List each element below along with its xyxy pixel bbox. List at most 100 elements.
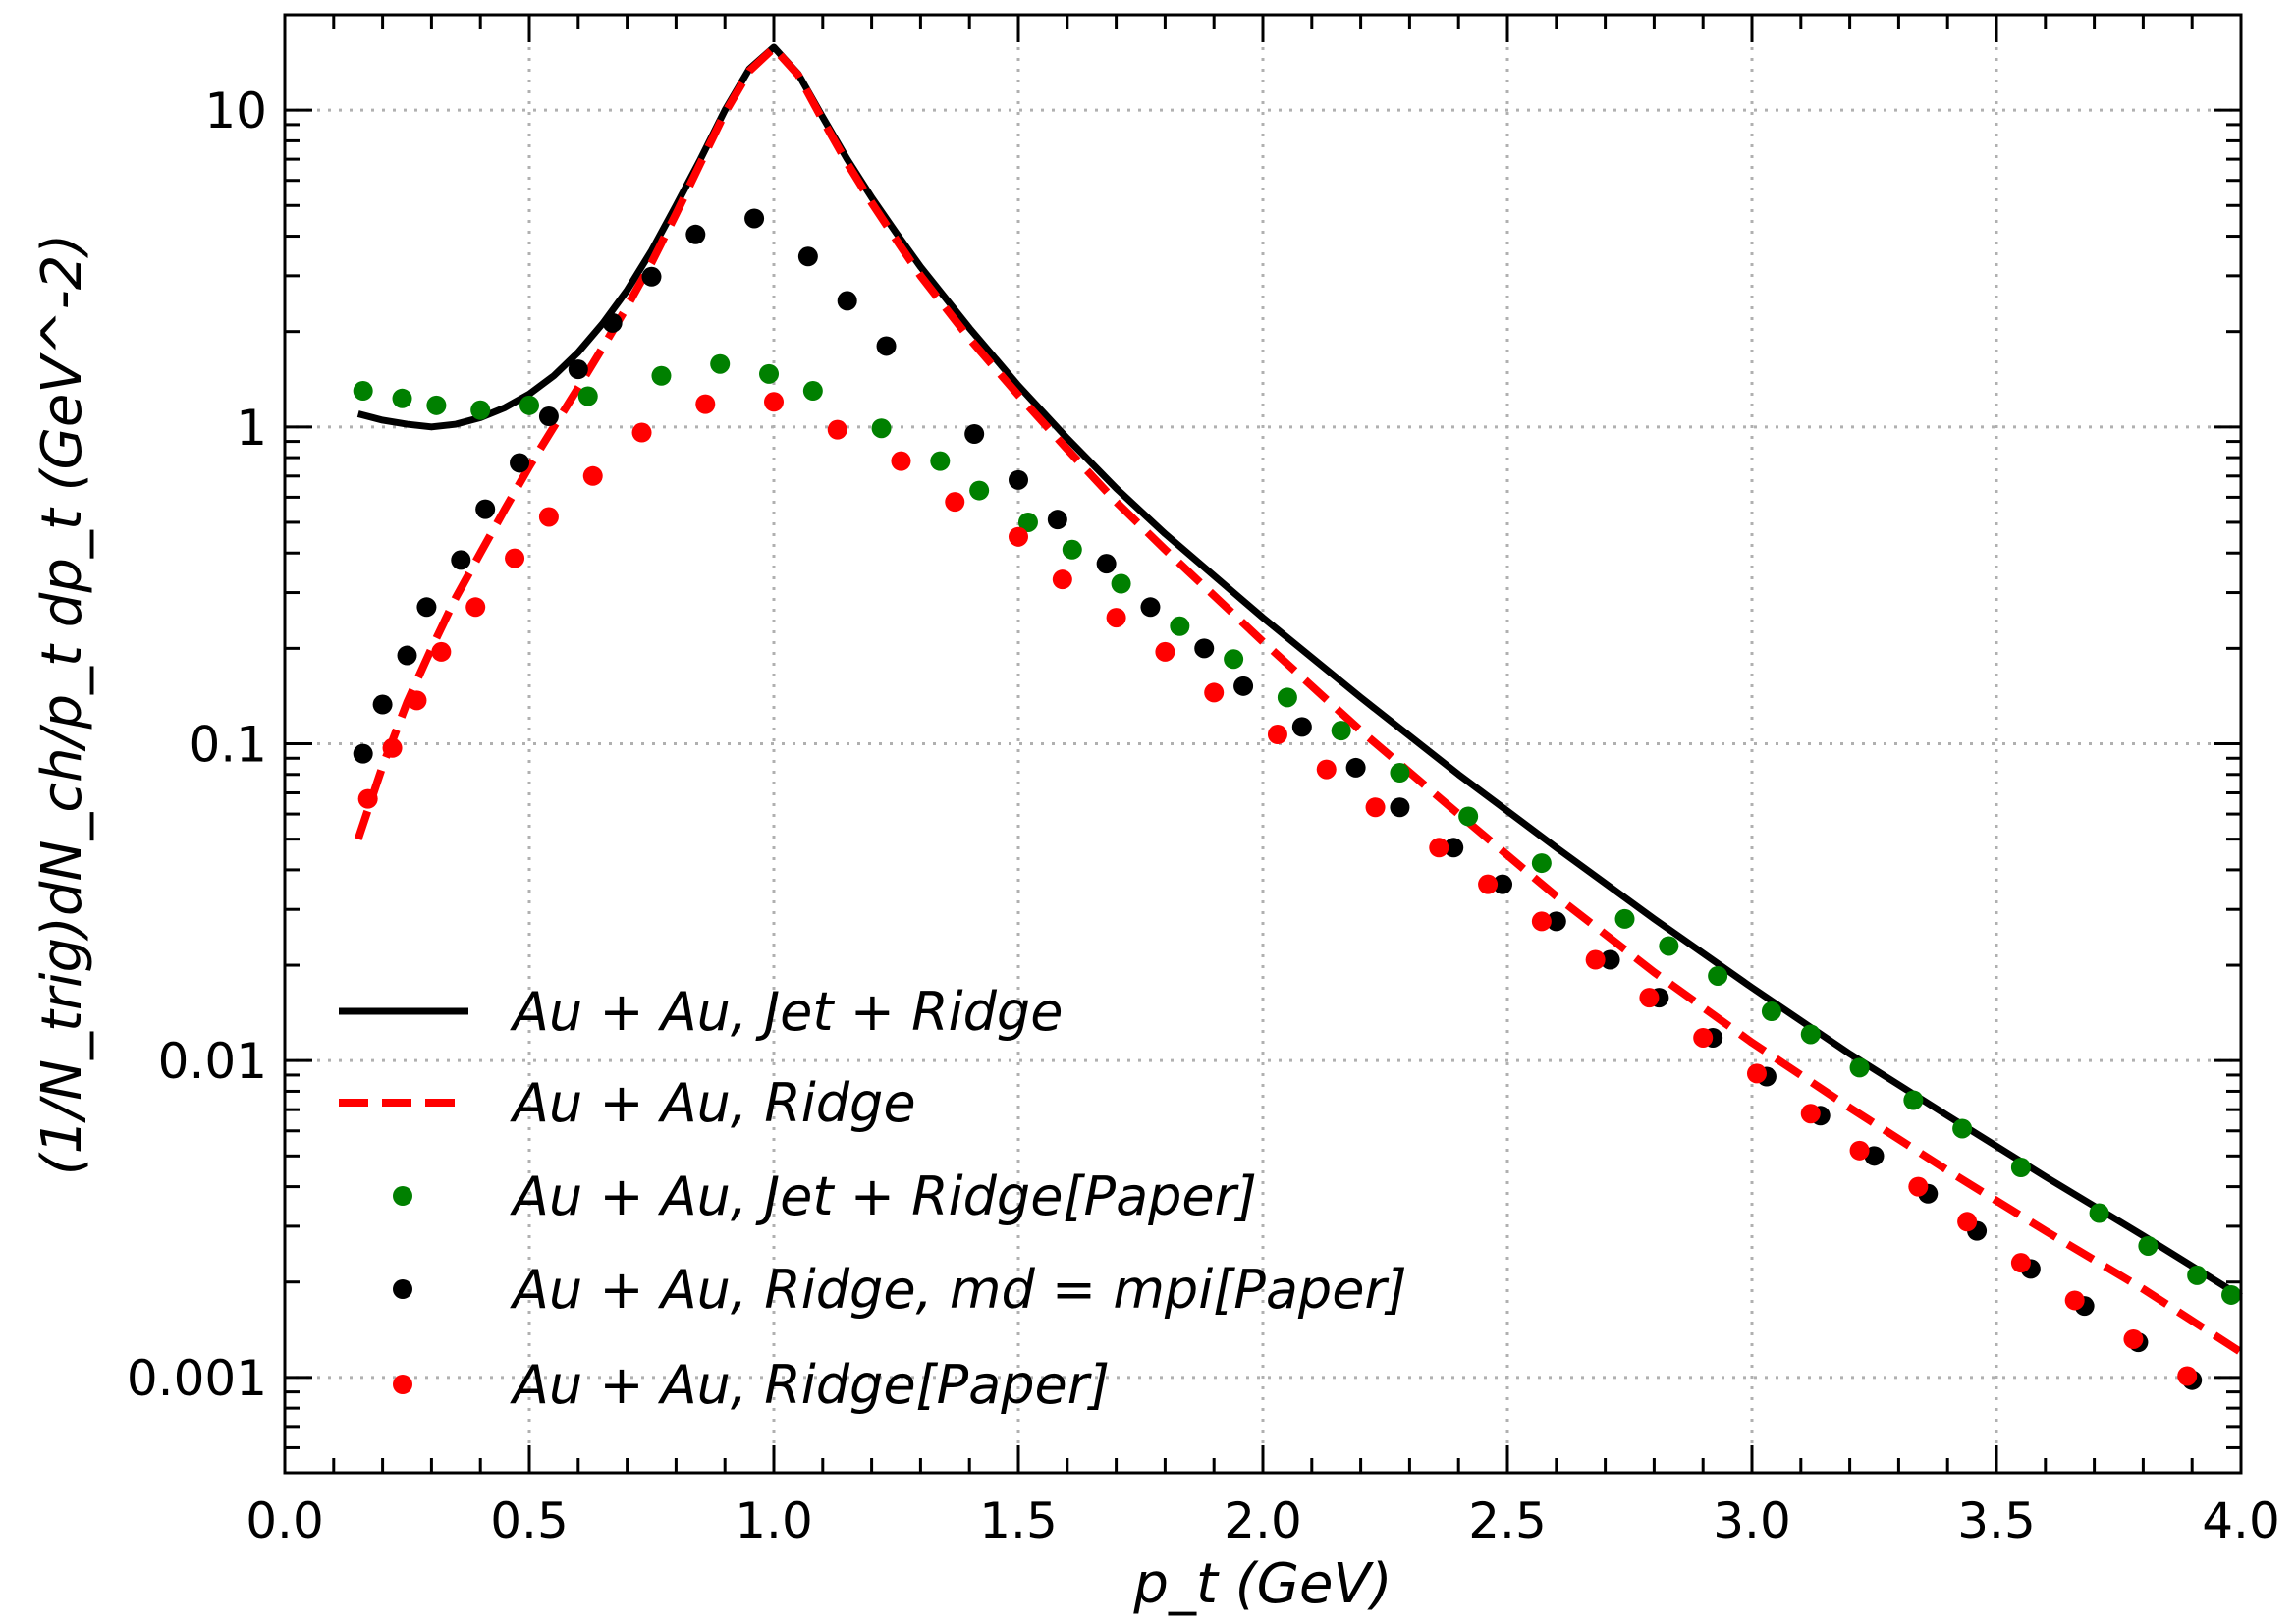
data-point xyxy=(1267,725,1287,745)
data-point xyxy=(2187,1265,2208,1285)
data-point xyxy=(1444,838,1464,858)
data-point xyxy=(1331,721,1351,741)
x-tick-label: 3.5 xyxy=(1957,1492,2036,1549)
data-point xyxy=(1585,949,1606,970)
data-point xyxy=(2010,1253,2031,1273)
data-point xyxy=(871,418,892,439)
data-point xyxy=(465,597,486,618)
data-point xyxy=(602,312,623,333)
data-point xyxy=(1693,1027,1714,1048)
data-point xyxy=(372,694,393,715)
data-point xyxy=(1009,526,1028,547)
legend-marker xyxy=(393,1375,412,1394)
data-point xyxy=(1047,510,1067,530)
data-point xyxy=(641,266,662,287)
data-point xyxy=(582,465,603,486)
data-point xyxy=(651,365,672,386)
data-point xyxy=(1390,797,1410,818)
tick-labels: 0.0 0.5 1.0 1.5 2.0 2.5 3.0 3.5 4.0 0.001 0.01 0.1 1… xyxy=(127,82,2280,1549)
x-axis-label: p_t (GeV) xyxy=(1132,1552,1392,1616)
x-tick-label: 0.5 xyxy=(490,1492,569,1549)
data-point xyxy=(382,737,403,758)
data-point xyxy=(2221,1284,2242,1305)
data-point xyxy=(1224,649,1244,670)
data-point xyxy=(1194,638,1215,659)
data-point xyxy=(631,422,652,443)
data-point xyxy=(568,359,588,380)
data-point xyxy=(797,246,818,267)
data-point xyxy=(353,381,373,402)
y-tick-label: 0.01 xyxy=(158,1033,267,1090)
data-point xyxy=(1614,908,1635,929)
data-point xyxy=(685,224,706,244)
data-point xyxy=(1106,608,1126,628)
data-point xyxy=(397,645,417,666)
data-point xyxy=(1140,597,1161,618)
data-point xyxy=(1155,641,1175,662)
data-point xyxy=(1052,569,1072,590)
y-tick-label: 10 xyxy=(204,82,267,139)
data-point xyxy=(1429,838,1449,858)
data-point xyxy=(538,507,559,527)
data-point xyxy=(451,550,471,570)
data-point xyxy=(1903,1090,1924,1110)
data-point xyxy=(964,424,985,445)
data-point xyxy=(357,788,378,809)
y-tick-label: 1 xyxy=(236,400,267,457)
x-tick-label: 2.5 xyxy=(1468,1492,1547,1549)
data-point xyxy=(1390,763,1410,784)
y-axis-label: (1/N_trig)dN_ch/p_t dp_t (GeV^-2) xyxy=(30,234,94,1176)
data-point xyxy=(538,406,559,427)
legend-label: Au + Au, Ridge, md = mpi[Paper] xyxy=(510,1259,1407,1321)
data-point xyxy=(1600,949,1620,970)
data-point xyxy=(1345,757,1366,778)
data-point xyxy=(2123,1328,2144,1349)
data-point xyxy=(2064,1290,2085,1311)
data-point xyxy=(1531,853,1552,874)
curves xyxy=(354,43,2244,1356)
data-point xyxy=(392,388,412,408)
data-point xyxy=(1365,797,1386,818)
data-point xyxy=(1493,874,1513,894)
data-point xyxy=(1096,554,1117,574)
ticks xyxy=(283,13,2243,1475)
legend-marker xyxy=(393,1186,412,1206)
data-point xyxy=(876,336,897,356)
legend-label: Au + Au, Ridge[Paper] xyxy=(510,1354,1110,1416)
data-point xyxy=(577,386,598,406)
data-point xyxy=(1277,687,1297,708)
data-point xyxy=(1639,988,1660,1008)
data-point xyxy=(475,499,496,519)
data-point xyxy=(1009,469,1028,490)
data-point xyxy=(764,392,784,412)
data-point xyxy=(1478,874,1499,894)
data-point xyxy=(1170,616,1190,636)
data-point xyxy=(827,419,847,440)
data-point xyxy=(1233,676,1254,696)
x-tick-label: 3.0 xyxy=(1713,1492,1791,1549)
legend: Au + Au, Jet + Ridge Au + Au, Ridge Au + A… xyxy=(339,981,1407,1416)
y-tick-label: 0.1 xyxy=(189,717,267,774)
x-tick-label: 1.5 xyxy=(979,1492,1058,1549)
data-point xyxy=(1458,806,1479,827)
data-point xyxy=(1546,911,1566,932)
data-point xyxy=(1316,759,1337,780)
data-point xyxy=(1062,539,1082,560)
y-tick-label: 0.001 xyxy=(127,1350,267,1407)
data-point xyxy=(431,641,452,662)
x-tick-label: 1.0 xyxy=(735,1492,813,1549)
x-tick-label: 2.0 xyxy=(1224,1492,1302,1549)
data-point xyxy=(1531,911,1552,932)
data-point xyxy=(802,381,823,402)
data-point xyxy=(1659,936,1679,956)
data-point xyxy=(1800,1024,1821,1045)
x-tick-label: 4.0 xyxy=(2202,1492,2280,1549)
data-point xyxy=(1746,1063,1767,1084)
data-point xyxy=(2177,1366,2198,1386)
legend-label: Au + Au, Jet + Ridge xyxy=(510,981,1063,1043)
data-point xyxy=(426,395,447,415)
data-point xyxy=(1761,1001,1781,1022)
data-point xyxy=(695,394,716,414)
legend-label: Au + Au, Ridge xyxy=(510,1072,916,1134)
